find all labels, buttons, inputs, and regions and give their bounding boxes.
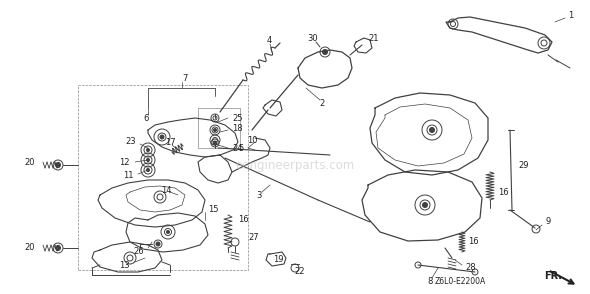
Text: 2: 2 — [319, 98, 324, 108]
Text: 16: 16 — [498, 188, 509, 196]
Text: eengineerparts.com: eengineerparts.com — [235, 158, 355, 171]
Text: 20: 20 — [25, 158, 35, 166]
Text: 17: 17 — [165, 138, 175, 146]
Text: FR.: FR. — [544, 271, 562, 281]
Text: 23: 23 — [126, 136, 136, 146]
Text: 28: 28 — [465, 263, 476, 273]
Text: 12: 12 — [120, 158, 130, 166]
Text: 25: 25 — [232, 113, 242, 123]
Text: 5: 5 — [239, 143, 244, 153]
Text: 9: 9 — [545, 218, 550, 226]
Circle shape — [55, 245, 61, 250]
Circle shape — [55, 163, 61, 168]
Text: 26: 26 — [133, 248, 144, 256]
Circle shape — [323, 49, 327, 54]
Text: 13: 13 — [119, 260, 130, 270]
Text: 16: 16 — [468, 238, 478, 246]
Text: 18: 18 — [232, 123, 242, 133]
Text: 16: 16 — [238, 216, 248, 225]
Bar — [78, 85, 248, 270]
Circle shape — [160, 135, 164, 139]
Text: 11: 11 — [123, 171, 134, 180]
Text: 10: 10 — [247, 136, 257, 144]
Text: 27: 27 — [248, 233, 258, 243]
Circle shape — [422, 203, 428, 208]
Text: Z6L0-E2200A: Z6L0-E2200A — [435, 278, 486, 286]
Circle shape — [213, 141, 217, 145]
Text: 20: 20 — [25, 243, 35, 253]
Text: 6: 6 — [143, 113, 149, 123]
Text: 14: 14 — [160, 186, 171, 195]
Circle shape — [146, 158, 149, 161]
Circle shape — [146, 168, 149, 171]
Text: 19: 19 — [273, 255, 283, 265]
Text: 15: 15 — [208, 206, 218, 215]
Text: 22: 22 — [295, 268, 305, 276]
Circle shape — [166, 230, 169, 233]
Text: 3: 3 — [256, 191, 262, 200]
Bar — [198, 108, 240, 148]
Text: 8: 8 — [427, 278, 432, 286]
Text: 4: 4 — [266, 36, 271, 44]
Circle shape — [430, 128, 434, 133]
Text: 7: 7 — [182, 74, 188, 83]
Text: 29: 29 — [518, 161, 529, 170]
Circle shape — [146, 148, 149, 151]
Text: 21: 21 — [368, 34, 379, 43]
Text: 24: 24 — [232, 143, 242, 153]
Text: 1: 1 — [568, 11, 573, 19]
Circle shape — [214, 128, 217, 131]
Text: 30: 30 — [308, 34, 319, 43]
Circle shape — [156, 242, 160, 246]
